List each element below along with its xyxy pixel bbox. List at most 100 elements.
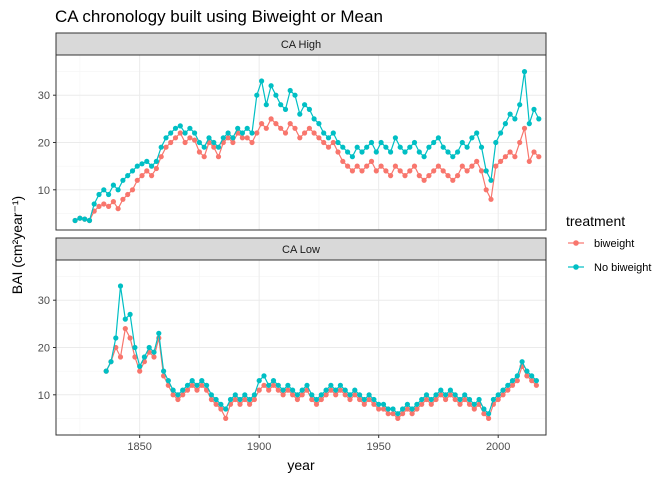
data-point-biweight (388, 173, 394, 179)
data-point-no-biweight (165, 378, 171, 384)
data-point-no-biweight (464, 144, 470, 150)
data-point-no-biweight (134, 163, 140, 169)
data-point-biweight (242, 396, 248, 403)
data-point-biweight (521, 125, 528, 131)
data-point-biweight (335, 149, 341, 155)
data-point-biweight (290, 392, 296, 398)
data-point-no-biweight (249, 130, 255, 136)
data-point-no-biweight (414, 401, 420, 407)
data-point-biweight (256, 387, 262, 393)
data-point-no-biweight (275, 382, 281, 388)
data-point-no-biweight (299, 387, 305, 393)
data-point-no-biweight (490, 396, 496, 403)
data-point-no-biweight (86, 217, 93, 224)
data-point-biweight (211, 144, 217, 150)
data-point-no-biweight (474, 130, 480, 136)
data-point-no-biweight (280, 387, 286, 393)
data-point-no-biweight (445, 149, 451, 155)
data-point-biweight (201, 154, 207, 160)
data-point-biweight (524, 373, 530, 379)
data-point-biweight (134, 177, 140, 183)
data-point-no-biweight (337, 382, 343, 388)
data-point-no-biweight (426, 144, 432, 150)
data-point-biweight (239, 135, 245, 141)
data-point-no-biweight (536, 116, 542, 122)
data-point-biweight (294, 396, 300, 403)
data-point-biweight (199, 382, 205, 388)
data-point-biweight (323, 392, 329, 398)
data-point-biweight (223, 415, 229, 421)
data-point-biweight (345, 163, 351, 169)
data-point-biweight (268, 116, 274, 122)
data-point-biweight (502, 154, 508, 160)
data-point-no-biweight (531, 106, 537, 112)
data-point-biweight (172, 135, 179, 141)
data-point-biweight (481, 411, 487, 417)
data-point-no-biweight (187, 125, 193, 131)
data-point-biweight (163, 144, 169, 150)
data-point-no-biweight (452, 392, 458, 398)
data-point-no-biweight (533, 378, 540, 384)
data-point-no-biweight (517, 102, 523, 108)
data-point-biweight (306, 125, 312, 131)
data-point-biweight (357, 396, 363, 403)
data-point-biweight (447, 392, 453, 398)
data-point-biweight (313, 401, 320, 407)
data-point-no-biweight (385, 406, 391, 412)
data-point-no-biweight (125, 173, 131, 179)
data-point-biweight (158, 154, 164, 160)
data-point-biweight (196, 149, 202, 155)
x-tick-label: 1950 (366, 441, 390, 453)
data-point-no-biweight (471, 401, 477, 407)
data-point-biweight (302, 130, 308, 136)
data-point-no-biweight (330, 130, 336, 136)
data-point-biweight (230, 139, 236, 146)
data-point-no-biweight (342, 387, 348, 393)
data-point-biweight (402, 173, 408, 179)
data-point-no-biweight (359, 149, 365, 155)
data-point-no-biweight (91, 201, 97, 207)
data-point-biweight (464, 168, 470, 174)
data-point-biweight (495, 396, 501, 403)
data-point-no-biweight (476, 396, 482, 403)
data-point-no-biweight (139, 161, 145, 167)
data-point-biweight (318, 396, 324, 403)
data-point-biweight (533, 382, 540, 388)
data-point-no-biweight (266, 382, 272, 388)
data-point-no-biweight (282, 106, 289, 112)
data-point-no-biweight (117, 283, 124, 289)
data-point-biweight (120, 196, 126, 202)
data-point-no-biweight (488, 177, 494, 183)
data-point-no-biweight (400, 406, 406, 412)
legend: treatment biweight No biweight (566, 213, 651, 274)
data-point-no-biweight (466, 396, 473, 403)
data-point-biweight (459, 163, 465, 169)
data-point-biweight (373, 168, 379, 174)
data-point-no-biweight (170, 387, 176, 393)
data-point-no-biweight (177, 123, 183, 129)
data-point-biweight (498, 158, 504, 164)
data-point-no-biweight (328, 382, 334, 388)
data-point-no-biweight (407, 144, 413, 150)
data-point-biweight (251, 396, 257, 403)
data-point-biweight (376, 406, 382, 412)
data-point-no-biweight (498, 130, 504, 136)
y-tick-label: 30 (38, 295, 50, 307)
y-tick-label: 20 (38, 343, 50, 355)
data-point-biweight (378, 163, 384, 169)
data-point-no-biweight (302, 102, 308, 108)
data-point-no-biweight (161, 368, 167, 374)
data-point-biweight (354, 163, 360, 169)
data-point-biweight (259, 121, 265, 127)
legend-label-no-biweight: No biweight (594, 262, 651, 274)
data-point-biweight (137, 368, 143, 374)
data-point-no-biweight (101, 187, 107, 193)
data-point-no-biweight (349, 154, 355, 160)
data-point-no-biweight (137, 363, 143, 369)
data-point-biweight (423, 396, 430, 403)
data-point-no-biweight (311, 116, 317, 122)
y-tick-label: 20 (38, 138, 50, 150)
data-point-no-biweight (182, 130, 188, 136)
data-point-no-biweight (278, 102, 284, 108)
data-point-biweight (180, 392, 186, 398)
